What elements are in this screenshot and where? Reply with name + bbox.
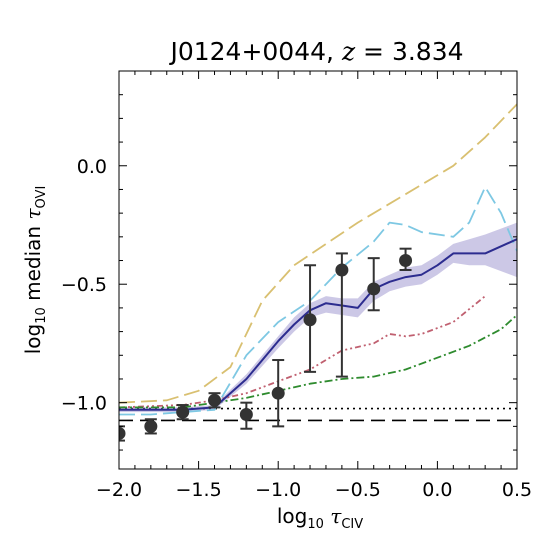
x-label-tau: τ bbox=[330, 504, 342, 528]
chart-title: J0124+0044, z = 3.834 bbox=[168, 37, 463, 66]
y-label-ion: OVI bbox=[34, 186, 49, 209]
data-point bbox=[367, 282, 381, 296]
plot-frame bbox=[118, 70, 518, 470]
x-tick-label: 0.0 bbox=[422, 479, 452, 501]
data-point bbox=[208, 393, 222, 407]
y-axis-label: log10 median τOVI bbox=[21, 186, 49, 355]
x-tick-label: −1.5 bbox=[176, 479, 222, 501]
x-tick-label: −2.0 bbox=[96, 479, 142, 501]
series-0-line bbox=[119, 238, 517, 411]
title-z-variable: z bbox=[341, 37, 356, 66]
series-0-band bbox=[119, 222, 517, 413]
data-point bbox=[176, 405, 190, 419]
series-4-line bbox=[119, 314, 517, 409]
x-axis-label: log10 τCIV bbox=[277, 504, 363, 532]
y-label-median: median bbox=[21, 226, 45, 301]
x-label-subscript: 10 bbox=[307, 517, 324, 532]
x-label-ion: CIV bbox=[341, 517, 363, 532]
title-redshift: = 3.834 bbox=[355, 37, 463, 66]
title-object: J0124+0044 bbox=[168, 37, 326, 66]
y-label-subscript: 10 bbox=[34, 307, 49, 324]
svg-text:log10 τCIV: log10 τCIV bbox=[277, 504, 363, 532]
data-point bbox=[335, 263, 349, 277]
svg-text:log10 median τOVI: log10 median τOVI bbox=[21, 186, 49, 355]
series-2-line bbox=[119, 186, 517, 416]
data-point bbox=[271, 386, 285, 400]
plot-area bbox=[119, 103, 517, 442]
y-tick-label: −0.5 bbox=[61, 274, 107, 296]
y-tick-label: 0.0 bbox=[77, 156, 107, 178]
y-label-tau: τ bbox=[21, 208, 45, 220]
x-tick-label: 0.5 bbox=[502, 479, 532, 501]
data-point bbox=[303, 313, 317, 327]
axes: −2.0 −1.5 −1.0 −0.5 0.0 0.5 −1.0 −0.5 0.0 bbox=[61, 70, 532, 501]
data-point bbox=[144, 419, 158, 433]
y-label-log: log bbox=[21, 324, 45, 355]
data-point bbox=[399, 254, 413, 268]
series-1-line bbox=[119, 103, 517, 404]
title-sep: , bbox=[326, 37, 342, 66]
x-tick-label: −1.0 bbox=[255, 479, 301, 501]
svg-text:J0124+0044, z = 3.834: J0124+0044, z = 3.834 bbox=[168, 37, 463, 66]
x-label-log: log bbox=[277, 504, 308, 528]
data-point bbox=[119, 426, 126, 440]
y-tick-label: −1.0 bbox=[61, 393, 107, 415]
x-tick-label: −0.5 bbox=[335, 479, 381, 501]
data-point bbox=[239, 408, 253, 422]
